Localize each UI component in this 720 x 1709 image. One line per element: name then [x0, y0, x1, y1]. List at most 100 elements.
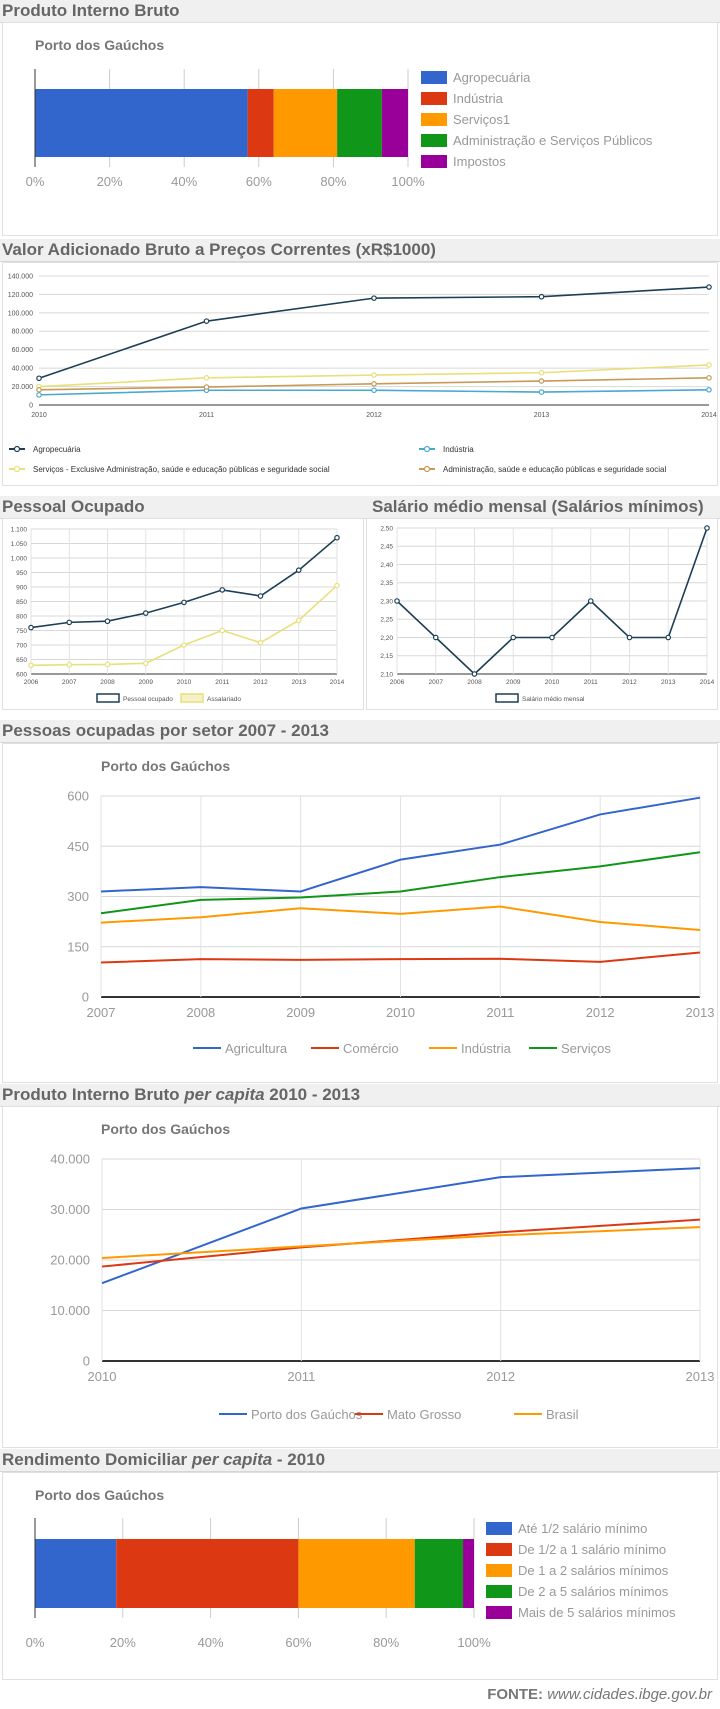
x-tick-label: 0%	[26, 174, 45, 189]
legend-label: Salário médio mensal	[522, 696, 585, 703]
data-point	[432, 634, 439, 641]
x-tick-label: 2010	[545, 679, 560, 686]
chart-subtitle: Porto dos Gaúchos	[101, 1121, 230, 1137]
legend-swatch	[421, 134, 447, 147]
series-line	[100, 796, 701, 893]
data-point	[219, 627, 226, 634]
bar-segment	[337, 89, 382, 157]
bar-segment	[116, 1539, 299, 1608]
x-tick-label: 2009	[506, 679, 521, 686]
data-point	[36, 386, 42, 393]
salario-section-title: Salário médio mensal (Salários mínimos)	[370, 496, 720, 519]
y-tick-label: 10.000	[50, 1303, 90, 1318]
bar-segment	[247, 89, 274, 157]
legend-label: Agropecuária	[33, 445, 81, 454]
legend-swatch	[421, 92, 447, 105]
y-tick-label: 1.000	[11, 555, 28, 562]
x-tick-label: 2014	[700, 679, 715, 686]
pibpc-chart-panel: Porto dos Gaúchos 0 10.000 20.000 30.000 40.0…	[2, 1106, 718, 1448]
legend-swatch	[96, 693, 120, 703]
bar-segment	[463, 1539, 474, 1608]
legend-swatch	[180, 693, 204, 703]
x-tick-label: 40%	[198, 1635, 224, 1650]
pessoal-chart-panel: 600 650 700 750 800 850 900 950 1.000 1.050 1.100 2…	[2, 518, 364, 710]
data-point	[295, 617, 302, 624]
data-point	[549, 634, 555, 641]
x-tick-label: 100%	[391, 174, 425, 189]
x-tick-label: 2011	[215, 679, 229, 686]
y-tick-label: 2,50	[380, 525, 393, 532]
x-tick-label: 2012	[586, 1005, 615, 1020]
legend-label: Agropecuária	[453, 70, 531, 85]
series-line	[100, 905, 701, 931]
x-tick-label: 2012	[366, 412, 382, 419]
legend-label: Indústria	[461, 1041, 512, 1056]
pib-stacked-bar-chart: Porto dos Gaúchos 0% 20% 40% 60% 80% 100% Agrop…	[26, 37, 653, 189]
y-tick-label: 450	[67, 839, 89, 854]
data-point	[538, 293, 545, 300]
y-tick-label: 2,15	[380, 653, 393, 660]
y-tick-label: 0	[29, 402, 33, 409]
data-point	[36, 375, 42, 382]
y-tick-label: 800	[16, 613, 27, 620]
legend-label: De 2 a 5 salários mínimos	[518, 1584, 669, 1599]
x-tick-label: 2008	[100, 679, 115, 686]
legend-swatch	[421, 155, 447, 168]
legend-label: De 1 a 2 salários mínimos	[518, 1563, 669, 1578]
legend-label: Mato Grosso	[387, 1407, 461, 1422]
pibpc-line-chart: Porto dos Gaúchos 0 10.000 20.000 30.000 40.0…	[50, 1121, 715, 1422]
x-tick-label: 60%	[285, 1635, 311, 1650]
y-tick-label: 1.050	[11, 541, 28, 548]
legend-swatch	[486, 1543, 512, 1556]
data-point	[706, 362, 712, 368]
x-tick-label: 2007	[62, 679, 77, 686]
data-point	[704, 525, 710, 531]
data-point	[471, 671, 478, 677]
data-point	[394, 598, 400, 604]
data-point	[706, 375, 712, 381]
data-point	[334, 582, 340, 589]
x-tick-label: 40%	[171, 174, 197, 189]
bar-segment	[273, 89, 338, 157]
data-point	[295, 567, 302, 573]
chart-subtitle: Porto dos Gaúchos	[101, 758, 230, 774]
y-tick-label: 2,40	[380, 562, 393, 569]
x-tick-label: 2006	[390, 679, 405, 686]
y-tick-label: 0	[83, 1354, 90, 1369]
salario-line-chart: 2,10 2,15 2,20 2,25 2,30 2,35 2,40 2,45 2,50 2006…	[380, 525, 715, 703]
data-point	[142, 660, 149, 667]
setor-line-chart: Porto dos Gaúchos 0 150 300 450 600 2007 2008 20…	[67, 758, 714, 1056]
x-tick-label: 2010	[177, 679, 192, 686]
data-point	[66, 661, 73, 668]
legend-swatch	[486, 1606, 512, 1619]
legend-marker	[423, 445, 431, 453]
y-tick-label: 60.000	[12, 347, 34, 354]
x-tick-label: 80%	[320, 174, 346, 189]
data-point	[626, 634, 633, 641]
data-point	[219, 587, 226, 593]
x-tick-label: 2010	[31, 412, 47, 419]
x-tick-label: 2013	[292, 679, 307, 686]
x-tick-label: 2014	[701, 412, 717, 419]
legend-label: Impostos	[453, 154, 506, 169]
data-point	[66, 619, 73, 626]
y-tick-label: 650	[16, 657, 27, 664]
legend-swatch	[421, 113, 447, 126]
x-tick-label: 2009	[286, 1005, 315, 1020]
y-tick-label: 20.000	[50, 1253, 90, 1268]
series-line	[100, 851, 701, 915]
rend-chart-panel: Porto dos Gaúchos 0% 20% 40% 60% 80% 100% Até 1…	[2, 1472, 718, 1680]
data-point	[538, 369, 545, 376]
series-line	[101, 1226, 701, 1259]
data-point	[181, 599, 187, 606]
legend-marker	[13, 465, 21, 473]
data-point	[371, 381, 377, 387]
legend-swatch	[486, 1522, 512, 1535]
data-point	[28, 662, 34, 669]
x-tick-label: 2013	[534, 412, 550, 419]
data-point	[538, 378, 545, 384]
x-tick-label: 2013	[686, 1369, 715, 1384]
x-tick-label: 2011	[199, 412, 214, 419]
x-tick-label: 20%	[97, 174, 123, 189]
data-point	[104, 618, 111, 625]
